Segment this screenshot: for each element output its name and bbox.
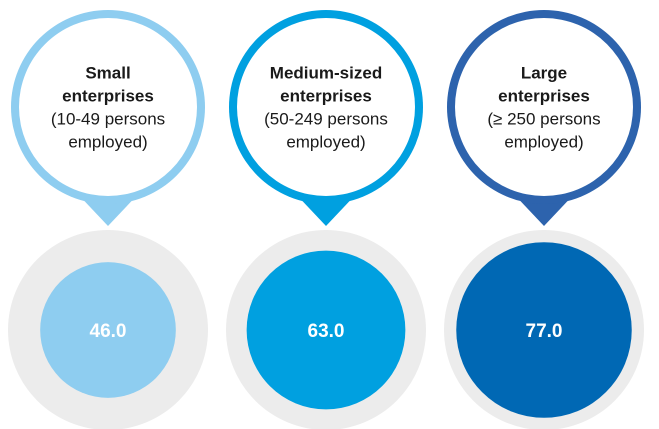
category-title-line: Small [85, 64, 130, 83]
category-detail-line: (10-49 persons [51, 110, 165, 129]
category-title-line: Medium-sized [270, 64, 382, 83]
category-title-line: enterprises [280, 87, 372, 106]
category-title-line: enterprises [62, 87, 154, 106]
category-pin: Medium-sized enterprises (50-249 persons em… [229, 10, 423, 226]
bubble-value-label: 46.0 [90, 321, 127, 342]
value-bubble: 77.0 [444, 230, 644, 429]
category-detail-line: employed) [504, 133, 583, 152]
bubble-value-circle [246, 250, 406, 410]
value-bubble: 46.0 [8, 230, 208, 429]
bubble-value-circle [40, 262, 176, 398]
pin-face [19, 18, 197, 196]
category-detail-line: employed) [286, 133, 365, 152]
category-detail-line: (≥ 250 persons [487, 110, 600, 129]
bubble-value-label: 77.0 [526, 321, 563, 342]
pin-face [455, 18, 633, 196]
bubble-value-label: 63.0 [308, 321, 345, 342]
value-bubble: 63.0 [226, 230, 426, 429]
pin-face [237, 18, 415, 196]
category-pin: Small enterprises (10-49 persons employed) [11, 10, 205, 226]
category-detail-line: (50-249 persons [264, 110, 388, 129]
value-bubbles: 46.0 63.0 77.0 [8, 230, 644, 429]
category-pin: Large enterprises (≥ 250 persons employed) [447, 10, 641, 226]
category-title-line: Large [521, 64, 567, 83]
category-title-line: enterprises [498, 87, 590, 106]
bubble-value-circle [456, 242, 632, 418]
category-detail-line: employed) [68, 133, 147, 152]
